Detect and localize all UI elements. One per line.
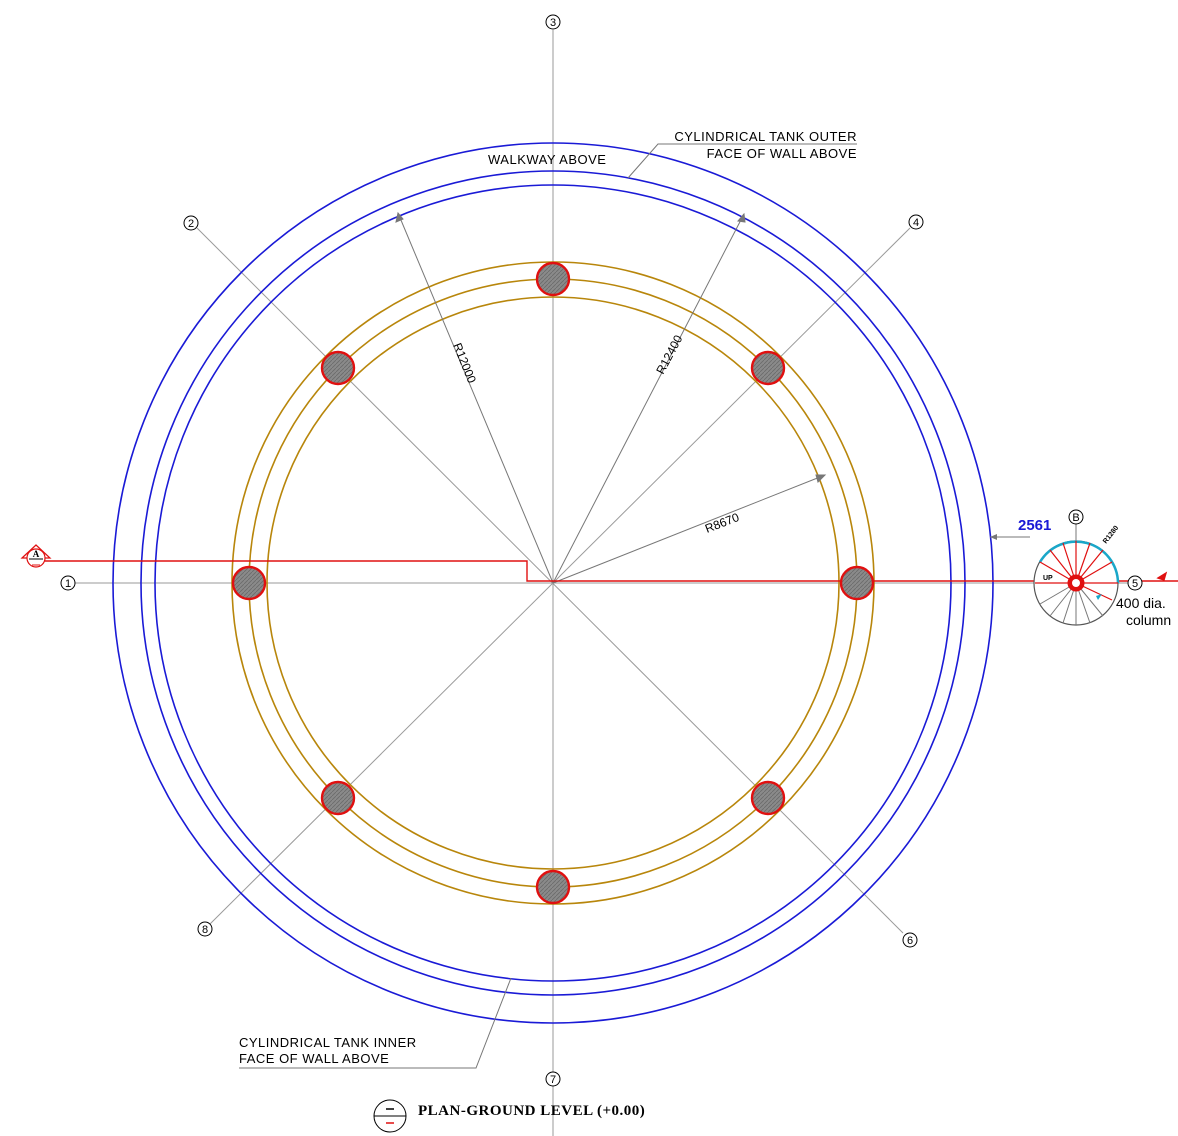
stair-direction-arrow	[1096, 594, 1102, 600]
grid-bubble-6: 6	[902, 932, 918, 948]
grid-label-2: 2	[188, 218, 194, 230]
grid-label-7: 7	[550, 1074, 556, 1086]
section-marker-circle	[26, 548, 46, 568]
section-marker-label: A	[33, 549, 40, 559]
r12000-label: R12000	[450, 341, 479, 386]
column-grid-5	[839, 565, 875, 601]
grid-label-4: 4	[913, 217, 919, 229]
r12400-arrow	[737, 212, 746, 223]
r12000-arrow	[395, 211, 404, 223]
outer-wall-note: CYLINDRICAL TANK OUTER FACE OF WALL ABOV…	[627, 129, 857, 179]
grid-bubble-2: 2	[183, 215, 199, 231]
column-note-line-2: column	[1126, 612, 1171, 628]
grid-label-1: 1	[65, 578, 71, 590]
outer-wall-note-line-2: FACE OF WALL ABOVE	[707, 146, 857, 161]
column-grid-4	[750, 350, 786, 386]
column-grid-8	[320, 780, 356, 816]
inner-wall-note-line-2: FACE OF WALL ABOVE	[239, 1051, 389, 1066]
grid-bubble-1: 1	[60, 575, 76, 591]
section-arrow-right	[1156, 571, 1168, 581]
column-ring-inner	[266, 296, 840, 870]
radius-dimensions	[395, 211, 827, 584]
grid-bubble-7: 7	[545, 1071, 561, 1087]
stair-radius-label: R1280	[1102, 525, 1120, 546]
section-marker-a: A	[20, 544, 52, 568]
grid-line-4-8	[209, 227, 911, 925]
inner-wall-ring	[154, 184, 952, 982]
section-line-a	[45, 560, 1178, 582]
stair-offset-dimension: 2561	[990, 517, 1051, 540]
column-grid-1	[231, 565, 267, 601]
walkway-ring	[112, 142, 994, 1024]
drawing-title-text: PLAN-GROUND LEVEL (+0.00)	[418, 1103, 645, 1119]
grid-bubble-4: 4	[908, 214, 924, 230]
r12400-dimension-line	[552, 213, 745, 584]
column-note-line-1: 400 dia.	[1116, 595, 1166, 611]
drawing-title: PLAN-GROUND LEVEL (+0.00)	[373, 1099, 645, 1133]
r8670-dimension-line	[552, 474, 826, 584]
section-cut-path	[45, 560, 1178, 582]
grid-bubble-5: 5	[1127, 575, 1143, 591]
inner-wall-note: CYLINDRICAL TANK INNER FACE OF WALL ABOV…	[239, 977, 512, 1069]
inner-wall-note-line-1: CYLINDRICAL TANK INNER	[239, 1035, 417, 1050]
columns	[231, 261, 875, 905]
tank-wall-rings	[112, 142, 994, 1024]
r12400-label: R12400	[653, 332, 685, 376]
stair-bubble-label: B	[1072, 512, 1079, 524]
grid-label-5: 5	[1132, 578, 1138, 590]
stair-arc-cyan	[1038, 540, 1120, 584]
spiral-stair: UP R1280	[1033, 525, 1120, 626]
grid-bubble-3: 3	[545, 14, 561, 30]
column-grid-6	[750, 780, 786, 816]
column-note: 400 dia. column	[1116, 595, 1171, 628]
grid-label-6: 6	[907, 935, 913, 947]
r8670-arrow	[815, 474, 827, 483]
grid-bubble-8: 8	[197, 921, 213, 937]
walkway-note: WALKWAY ABOVE	[488, 152, 606, 167]
outer-wall-ring	[140, 170, 966, 996]
stair-up-label: UP	[1043, 575, 1053, 582]
column-grid-7	[535, 869, 571, 905]
inner-wall-leader	[239, 977, 512, 1069]
outer-wall-note-line-1: CYLINDRICAL TANK OUTER	[674, 129, 857, 144]
r8670-label: R8670	[703, 510, 741, 536]
r12000-dimension-line	[397, 212, 554, 584]
outer-wall-leader	[627, 143, 857, 179]
column-grid-2	[320, 350, 356, 386]
column-grid-3	[535, 261, 571, 297]
grid-label-8: 8	[202, 924, 208, 936]
stair-offset-label: 2561	[1018, 517, 1051, 534]
grid-bubbles: 1 2 3 4 5 6 7 8	[60, 14, 1143, 1087]
grid-label-3: 3	[550, 17, 556, 29]
stair-bubble-b: B	[1068, 509, 1084, 541]
